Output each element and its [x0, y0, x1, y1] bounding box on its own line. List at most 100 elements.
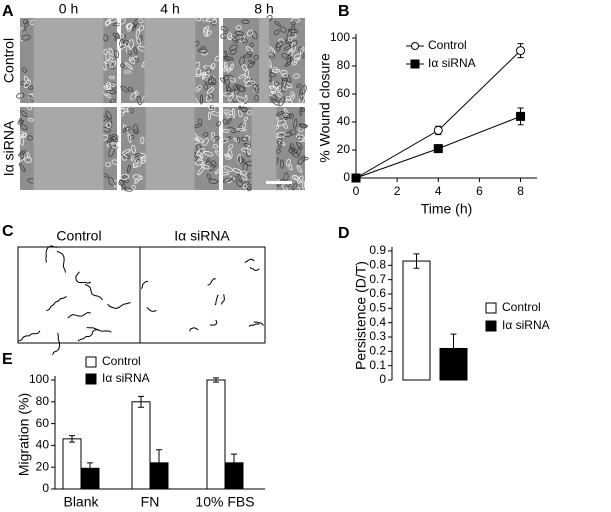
track: [52, 332, 61, 356]
track: [67, 311, 91, 319]
cell: [239, 35, 245, 43]
cell: [298, 94, 305, 105]
cell: [214, 55, 220, 62]
cell: [127, 133, 132, 144]
track: [248, 323, 260, 327]
track: [86, 327, 112, 333]
cell: [223, 65, 228, 72]
cell: [119, 179, 126, 189]
x-tick-label: 10% FBS: [195, 494, 254, 510]
cell: [238, 107, 248, 113]
cell: [239, 56, 245, 66]
cell: [120, 63, 125, 68]
cell: [210, 137, 215, 142]
cell: [209, 164, 215, 172]
track: [207, 278, 216, 286]
panel-letter: B: [338, 3, 350, 20]
cell: [121, 149, 131, 155]
cell: [27, 118, 34, 122]
error-bar: [450, 333, 457, 364]
y-axis-label: Persistence (D/T): [353, 261, 369, 370]
cell: [246, 110, 253, 116]
y-tick-label: 40: [36, 438, 50, 452]
cell: [253, 54, 259, 60]
cell: [133, 129, 139, 135]
y-tick-label: 0.4: [369, 315, 386, 329]
cell: [300, 134, 306, 142]
cell: [21, 34, 31, 41]
cell: [282, 112, 290, 119]
cell: [228, 94, 234, 102]
y-tick-label: 100: [330, 30, 350, 44]
y-tick-label: 0: [379, 372, 386, 386]
y-tick-label: 0: [42, 481, 49, 495]
track-label: Iα siRNA: [174, 228, 230, 244]
cell: [297, 137, 305, 143]
cell: [298, 123, 308, 128]
cell: [202, 161, 209, 166]
cell: [281, 76, 287, 82]
error-bar: [156, 449, 162, 477]
cell: [235, 25, 242, 31]
cell: [268, 52, 276, 59]
track-label: Control: [56, 228, 101, 244]
cell: [113, 49, 120, 59]
y-tick-label: 0.2: [369, 344, 386, 358]
error-bar: [87, 462, 93, 475]
cell: [133, 161, 142, 168]
cell: [283, 131, 293, 137]
cell: [205, 160, 211, 166]
cell: [227, 32, 233, 40]
cell: [136, 95, 142, 106]
cell: [283, 123, 288, 129]
cell: [108, 176, 115, 186]
cell: [208, 178, 219, 184]
cell: [195, 16, 202, 22]
cell: [289, 143, 296, 151]
cell: [244, 80, 255, 87]
x-tick-label: 8: [517, 184, 524, 198]
cell: [22, 19, 28, 25]
cell: [243, 116, 248, 122]
cell: [280, 70, 288, 76]
cell: [136, 37, 141, 46]
cell: [290, 21, 296, 26]
cell: [240, 170, 247, 176]
x-tick-label: 4: [435, 184, 442, 198]
cell: [229, 77, 237, 83]
cell: [16, 27, 24, 32]
y-tick-label: 0.5: [369, 301, 386, 315]
cell: [201, 49, 209, 56]
track: [18, 330, 41, 342]
x-tick-label: Blank: [63, 494, 99, 510]
cell: [26, 152, 31, 159]
cell: [299, 124, 307, 129]
cell: [283, 172, 289, 182]
y-tick-label: 0.9: [369, 243, 386, 257]
x-tick-label: 0: [353, 184, 360, 198]
cell: [296, 135, 303, 141]
track: [249, 266, 260, 272]
cell: [206, 87, 214, 95]
cell: [223, 61, 228, 71]
cell: [17, 119, 25, 125]
cell: [105, 161, 112, 168]
cell: [286, 158, 291, 167]
cell: [210, 76, 217, 85]
column-label: 0 h: [59, 1, 78, 17]
cell: [211, 18, 217, 25]
cell: [276, 85, 282, 92]
cell: [18, 150, 26, 157]
x-tick-label: FN: [141, 494, 160, 510]
cell: [204, 25, 210, 33]
cell: [241, 64, 248, 71]
cell: [232, 84, 239, 92]
panel-letter: A: [2, 3, 14, 20]
cell: [287, 36, 293, 42]
cell: [237, 109, 243, 118]
cell: [246, 185, 252, 192]
cell: [211, 160, 217, 168]
cell: [197, 118, 203, 125]
cell: [299, 46, 305, 55]
cell: [119, 174, 130, 180]
